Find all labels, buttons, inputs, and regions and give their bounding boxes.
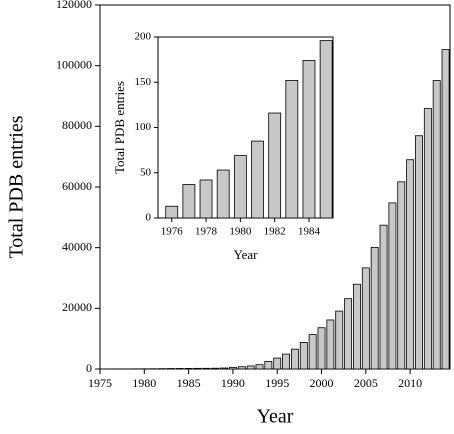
- y-tick-label: 40000: [62, 239, 92, 253]
- x-tick-label: 1976: [161, 226, 184, 238]
- bar: [441, 49, 450, 370]
- bar: [182, 184, 196, 219]
- bar: [406, 159, 415, 370]
- x-axis-label: Year: [257, 406, 294, 428]
- bar: [353, 283, 361, 370]
- bar: [415, 135, 423, 370]
- x-tick-label: 2005: [354, 376, 378, 390]
- bar: [251, 140, 264, 219]
- x-tick-label: 1982: [264, 226, 286, 238]
- y-tick-label: 80000: [62, 118, 92, 132]
- x-axis-label: Year: [234, 247, 259, 262]
- bar: [233, 155, 247, 219]
- y-tick-label: 50: [140, 166, 152, 178]
- y-tick-label: 200: [135, 31, 152, 43]
- y-axis-label: Total PDB entries: [112, 81, 127, 174]
- bar: [285, 80, 299, 219]
- bar: [216, 169, 230, 219]
- bar: [184, 368, 193, 370]
- bar: [370, 246, 379, 370]
- bar: [397, 181, 406, 370]
- bar: [175, 368, 184, 370]
- bar: [317, 327, 326, 370]
- bar: [202, 367, 211, 370]
- bar: [264, 361, 273, 370]
- bar: [220, 367, 228, 370]
- bar: [199, 179, 213, 219]
- x-tick-label: 1978: [195, 226, 218, 238]
- y-axis-label: Total PDB entries: [6, 115, 28, 258]
- bar: [290, 348, 299, 370]
- bar: [361, 267, 370, 370]
- y-tick-label: 0: [146, 212, 152, 224]
- x-tick-label: 1990: [221, 376, 245, 390]
- y-tick-label: 100000: [56, 57, 92, 71]
- bar: [319, 40, 333, 219]
- y-tick-label: 60000: [62, 179, 92, 193]
- bar: [432, 80, 441, 370]
- bar: [282, 353, 291, 370]
- x-tick-label: 1985: [177, 376, 201, 390]
- bar: [193, 367, 202, 370]
- bar: [246, 365, 255, 370]
- x-tick-label: 1995: [265, 376, 289, 390]
- x-tick-label: 1984: [298, 226, 321, 238]
- bar: [237, 366, 246, 370]
- bar: [308, 334, 317, 370]
- bar: [379, 224, 388, 370]
- bar: [273, 357, 282, 370]
- bar: [302, 60, 316, 219]
- x-tick-label: 2010: [398, 376, 422, 390]
- bar: [268, 112, 282, 219]
- y-tick-label: 0: [86, 361, 92, 375]
- bar: [211, 367, 220, 370]
- x-tick-label: 1980: [132, 376, 156, 390]
- y-tick-label: 150: [135, 76, 152, 88]
- bar: [255, 364, 264, 370]
- x-tick-label: 1980: [229, 226, 252, 238]
- bar: [228, 367, 237, 370]
- bar: [326, 319, 335, 370]
- bar: [344, 298, 353, 370]
- bar: [165, 205, 179, 219]
- bar: [423, 108, 432, 370]
- y-tick-label: 120000: [56, 0, 92, 11]
- x-tick-label: 1975: [88, 376, 112, 390]
- bar: [388, 202, 397, 370]
- y-tick-label: 20000: [62, 300, 92, 314]
- x-tick-label: 2000: [310, 376, 334, 390]
- bar: [299, 342, 308, 370]
- bar: [335, 310, 344, 370]
- y-tick-label: 100: [135, 121, 152, 133]
